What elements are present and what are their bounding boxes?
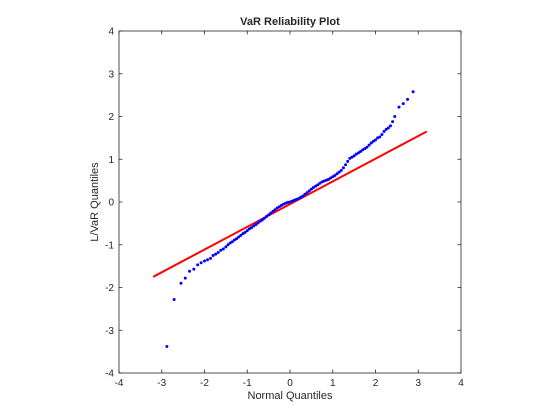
- data-point: [203, 259, 206, 263]
- data-point: [411, 90, 415, 94]
- data-point: [172, 297, 176, 301]
- data-point: [250, 226, 254, 230]
- data-point: [221, 247, 225, 251]
- data-point: [337, 170, 341, 174]
- data-point: [367, 143, 371, 147]
- data-point: [183, 276, 187, 280]
- y-tick-label: 3: [108, 69, 114, 80]
- data-point: [305, 191, 309, 195]
- data-point: [235, 237, 239, 241]
- data-point: [341, 166, 345, 170]
- data-point: [211, 253, 215, 257]
- x-tick-label: 4: [458, 378, 464, 389]
- ticks-layer: -4 -3 -2 -1 0 1 2 3 4 -4 -3 -2 -1 0 1 2 3 4: [105, 27, 464, 390]
- data-point: [369, 141, 373, 145]
- data-layer: [152, 90, 428, 348]
- data-point: [165, 344, 169, 348]
- data-point: [374, 138, 377, 142]
- reference-line: [152, 130, 428, 278]
- data-point: [339, 168, 343, 172]
- data-point: [239, 233, 243, 237]
- data-point: [352, 154, 356, 158]
- data-point: [226, 243, 230, 247]
- data-point: [301, 194, 305, 198]
- data-point: [208, 256, 212, 260]
- data-point: [188, 269, 192, 273]
- data-point: [192, 267, 196, 271]
- data-point: [264, 215, 268, 219]
- y-axis-label: L/VaR Quantiles: [89, 162, 101, 242]
- data-point: [237, 235, 241, 239]
- x-tick-label: -2: [200, 378, 209, 389]
- data-point: [378, 135, 382, 139]
- data-point: [309, 187, 313, 191]
- data-point: [346, 159, 350, 163]
- data-point: [199, 261, 203, 265]
- data-point: [307, 189, 311, 193]
- data-point: [344, 163, 348, 167]
- data-point: [269, 211, 273, 215]
- x-tick-label: 1: [330, 378, 336, 389]
- y-tick-label: 1: [108, 155, 114, 166]
- data-point: [397, 105, 401, 109]
- y-tick-label: -2: [105, 283, 114, 294]
- data-point: [391, 120, 395, 124]
- y-tick-label: 2: [108, 112, 114, 123]
- y-tick-label: -3: [105, 326, 114, 337]
- data-point: [262, 216, 266, 220]
- y-tick-label: 4: [108, 27, 114, 38]
- data-point: [333, 173, 337, 177]
- data-point: [256, 221, 260, 225]
- data-point: [393, 115, 397, 118]
- x-tick-label: 0: [287, 378, 293, 389]
- data-point: [219, 248, 223, 252]
- y-tick-label: -1: [105, 240, 114, 251]
- data-point: [216, 250, 220, 254]
- data-point: [271, 209, 275, 213]
- x-axis-label: Normal Quantiles: [248, 390, 333, 402]
- data-point: [196, 263, 200, 267]
- data-point: [260, 218, 264, 222]
- data-point: [273, 208, 277, 212]
- data-point: [243, 230, 247, 234]
- data-point: [316, 183, 320, 187]
- data-point: [365, 145, 369, 149]
- data-point: [388, 124, 392, 128]
- data-point: [335, 172, 339, 176]
- y-tick-label: -4: [105, 369, 114, 380]
- data-point: [267, 213, 271, 217]
- data-point: [224, 245, 228, 249]
- x-tick-label: 3: [415, 378, 421, 389]
- data-point: [401, 102, 405, 106]
- data-point: [406, 97, 410, 101]
- data-point: [214, 252, 218, 256]
- data-point: [359, 150, 363, 154]
- data-point: [230, 240, 234, 244]
- data-point: [205, 258, 209, 262]
- data-point: [380, 132, 384, 136]
- data-point: [303, 192, 307, 196]
- data-point: [386, 126, 390, 130]
- data-point: [179, 281, 183, 285]
- x-tick-label: -1: [243, 378, 252, 389]
- data-point: [245, 229, 249, 233]
- y-tick-label: 0: [108, 198, 114, 209]
- x-tick-label: -4: [115, 378, 124, 389]
- data-point: [382, 129, 386, 133]
- chart-title: VaR Reliability Plot: [240, 16, 340, 28]
- x-tick-label: -3: [157, 378, 166, 389]
- data-point: [254, 223, 258, 227]
- x-tick-label: 2: [373, 378, 379, 389]
